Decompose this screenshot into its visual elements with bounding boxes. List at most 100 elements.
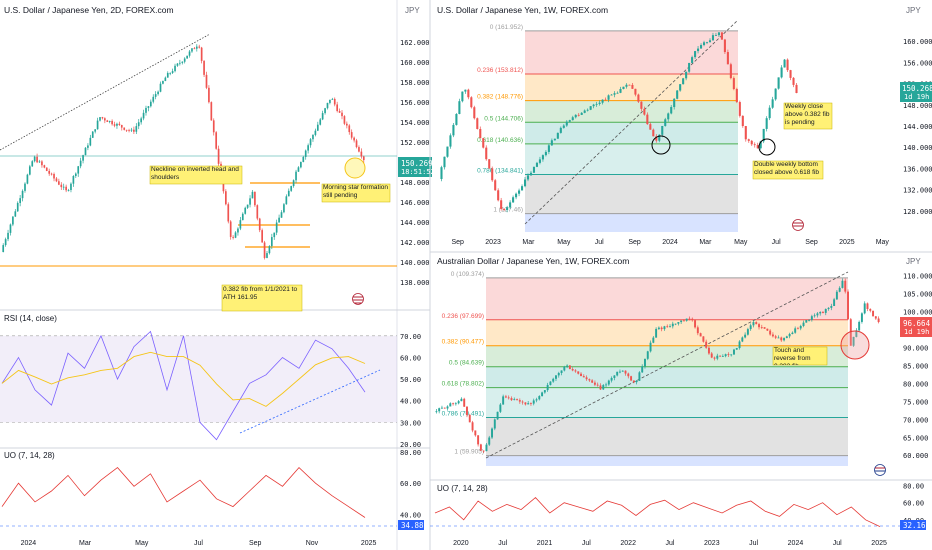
- candle-body: [82, 155, 84, 161]
- fib-zone: [486, 387, 848, 418]
- candle-body: [688, 318, 691, 320]
- touch-reverse-text: Touch and reverse from 0.382 fib: [774, 347, 811, 365]
- candle-body: [785, 336, 788, 339]
- candle-body: [768, 107, 771, 119]
- candle-body: [682, 78, 685, 85]
- morning-star-annotation: Morning star formation still pending: [321, 183, 391, 203]
- candle-body: [563, 366, 566, 371]
- x-tick-label: Sep: [628, 239, 641, 246]
- candle-body: [625, 84, 628, 87]
- candle-body: [874, 316, 877, 319]
- candle-body: [550, 140, 553, 146]
- candle-body: [14, 211, 17, 217]
- candle-body: [744, 126, 747, 140]
- y-tick-label: 75.000: [903, 398, 928, 406]
- x-tick-label: 2025: [839, 239, 855, 246]
- candle-body: [726, 52, 729, 65]
- candle-body: [538, 396, 541, 400]
- candle-body: [717, 32, 720, 36]
- candle-body: [792, 77, 795, 85]
- candle-body: [26, 174, 29, 184]
- candle-body: [449, 135, 452, 147]
- candle-body: [159, 83, 162, 92]
- candle-body: [749, 325, 752, 330]
- candle-body: [120, 124, 123, 128]
- candle-body: [588, 379, 591, 381]
- usdjpy-weekly-title: U.S. Dollar / Japanese Yen, 1W, FOREX.co…: [437, 5, 608, 15]
- left-chart-title: U.S. Dollar / Japanese Yen, 2D, FOREX.co…: [4, 5, 174, 15]
- y-tick-label: 156.000: [400, 99, 430, 107]
- candle-body: [566, 365, 569, 367]
- candle-body: [638, 372, 641, 381]
- candle-body: [333, 98, 336, 105]
- candle-body: [116, 123, 118, 126]
- candle-body: [355, 140, 358, 148]
- candle-body: [646, 114, 649, 125]
- candle-body: [497, 190, 500, 201]
- candle-body: [669, 326, 671, 328]
- candle-body: [858, 321, 861, 331]
- morning-star-text: Morning star formation still pending: [323, 184, 389, 199]
- candle-body: [101, 117, 104, 119]
- candle-body: [488, 159, 491, 169]
- candle-body: [461, 91, 464, 102]
- candle-body: [622, 86, 625, 89]
- candle-body: [140, 118, 142, 123]
- fib-zone: [486, 319, 848, 346]
- candle-body: [819, 311, 822, 314]
- candle-body: [541, 155, 544, 160]
- candle-body: [595, 103, 598, 105]
- candle-body: [479, 128, 482, 139]
- candle-body: [506, 207, 509, 211]
- candle-body: [53, 173, 55, 179]
- candle-body: [91, 131, 94, 138]
- candle-body: [660, 327, 663, 330]
- candle-body: [515, 193, 518, 198]
- left-uo-last: 34.88: [401, 521, 424, 530]
- candle-body: [443, 407, 446, 409]
- candle-body: [699, 333, 702, 337]
- candle-body: [477, 435, 480, 445]
- candle-body: [125, 129, 128, 131]
- candle-body: [644, 358, 646, 367]
- candle-body: [752, 322, 755, 326]
- candle-body: [657, 327, 660, 329]
- candle-body: [191, 48, 193, 52]
- candle-body: [789, 70, 792, 78]
- candle-body: [702, 336, 705, 342]
- candle-body: [716, 355, 719, 359]
- candle-body: [574, 114, 577, 118]
- candle-body: [616, 371, 619, 376]
- candle-body: [802, 322, 805, 326]
- candle-body: [307, 145, 309, 151]
- candle-body: [664, 119, 667, 126]
- candle-body: [96, 120, 99, 130]
- x-tick-label: 2022: [620, 540, 636, 547]
- candle-body: [28, 166, 31, 175]
- candle-body: [513, 399, 516, 401]
- fib-level-label: 0 (109.374): [451, 271, 484, 278]
- y-tick-label: 160.000: [400, 59, 430, 67]
- candle-body: [200, 47, 203, 61]
- candle-body: [586, 109, 589, 111]
- candle-body: [791, 332, 794, 334]
- candle-body: [738, 341, 741, 349]
- candle-body: [535, 399, 538, 401]
- candle-body: [667, 113, 670, 120]
- candle-body: [835, 291, 838, 300]
- candle-body: [771, 99, 774, 108]
- candle-body: [473, 107, 476, 119]
- candle-body: [794, 328, 797, 333]
- candle-body: [19, 198, 21, 203]
- fib-trend-line: [524, 19, 739, 225]
- candle-body: [12, 216, 14, 225]
- candle-body: [613, 93, 616, 95]
- y-tick-label: 90.000: [903, 344, 928, 352]
- candle-body: [762, 128, 765, 142]
- candle-body: [254, 191, 256, 206]
- y-tick-label: 148.000: [903, 102, 932, 110]
- candle-body: [154, 94, 157, 97]
- fib-level-label: 0.5 (84.639): [449, 360, 484, 367]
- candle-body: [750, 140, 753, 145]
